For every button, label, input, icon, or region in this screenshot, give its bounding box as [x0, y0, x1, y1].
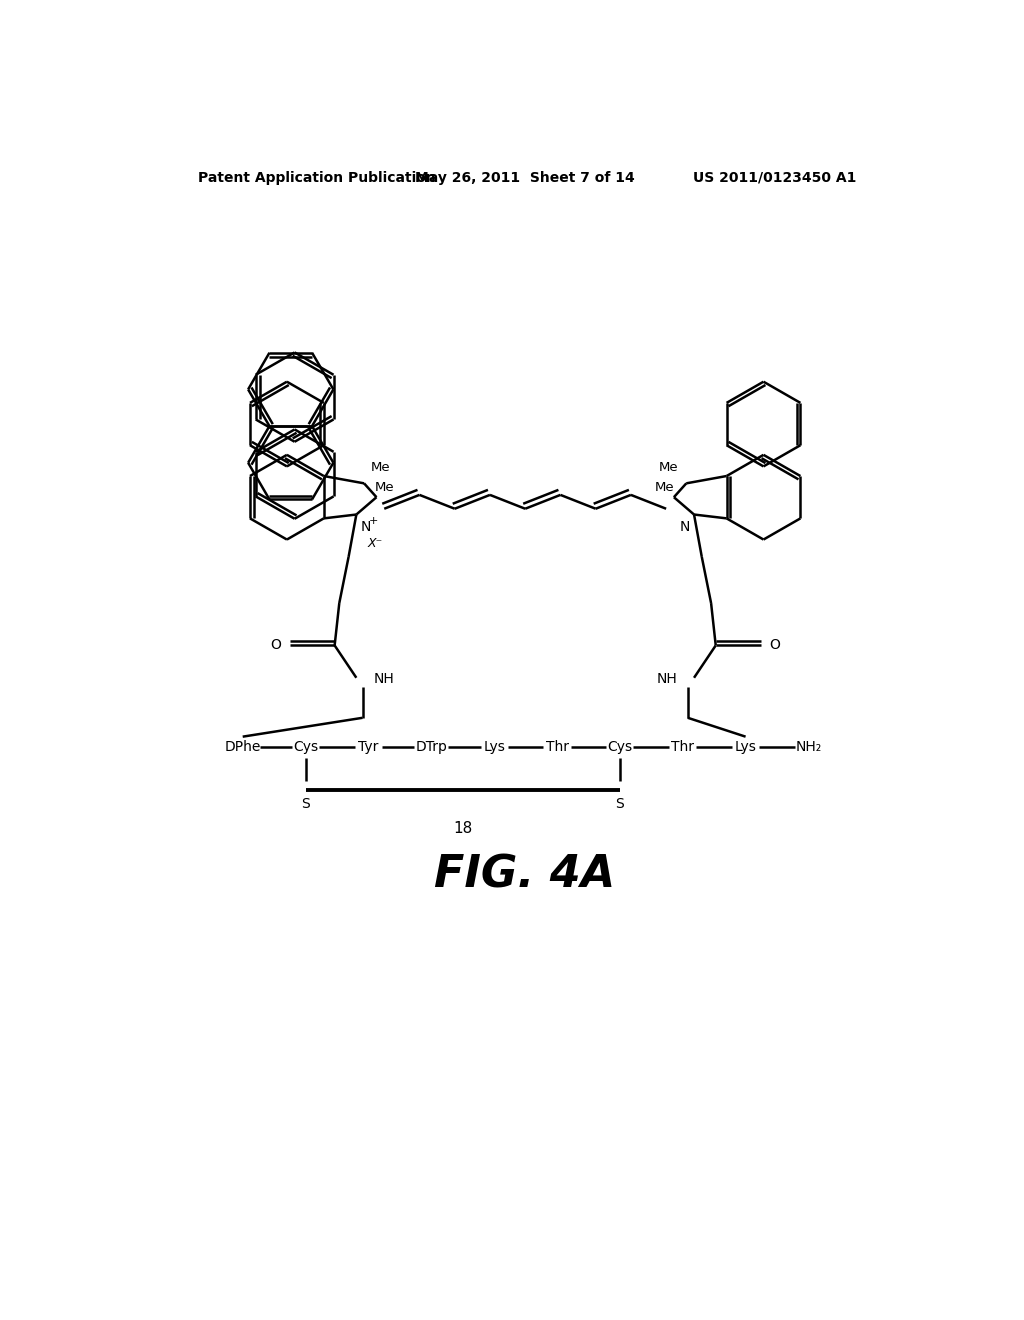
Text: N: N — [360, 520, 371, 533]
Text: X⁻: X⁻ — [368, 537, 382, 550]
Text: +: + — [369, 516, 378, 525]
Text: Thr: Thr — [546, 741, 568, 755]
Text: May 26, 2011  Sheet 7 of 14: May 26, 2011 Sheet 7 of 14 — [415, 170, 635, 185]
Text: Cys: Cys — [607, 741, 633, 755]
Text: O: O — [769, 639, 780, 652]
Text: Tyr: Tyr — [358, 741, 379, 755]
Text: NH: NH — [656, 672, 677, 686]
Text: DPhe: DPhe — [224, 741, 261, 755]
Text: Lys: Lys — [734, 741, 757, 755]
Text: N: N — [680, 520, 690, 533]
Text: S: S — [301, 797, 310, 810]
Text: 18: 18 — [453, 821, 472, 836]
Text: S: S — [615, 797, 625, 810]
Text: Patent Application Publication: Patent Application Publication — [198, 170, 435, 185]
Text: Me: Me — [371, 462, 390, 474]
Text: Thr: Thr — [671, 741, 694, 755]
Text: Me: Me — [658, 462, 679, 474]
Text: Me: Me — [654, 480, 674, 494]
Text: Lys: Lys — [483, 741, 505, 755]
Text: NH: NH — [374, 672, 394, 686]
Text: Cys: Cys — [293, 741, 318, 755]
Text: US 2011/0123450 A1: US 2011/0123450 A1 — [693, 170, 856, 185]
Text: O: O — [270, 639, 282, 652]
Text: NH₂: NH₂ — [796, 741, 821, 755]
Text: DTrp: DTrp — [416, 741, 447, 755]
Text: Me: Me — [375, 480, 394, 494]
Text: FIG. 4A: FIG. 4A — [434, 853, 615, 896]
